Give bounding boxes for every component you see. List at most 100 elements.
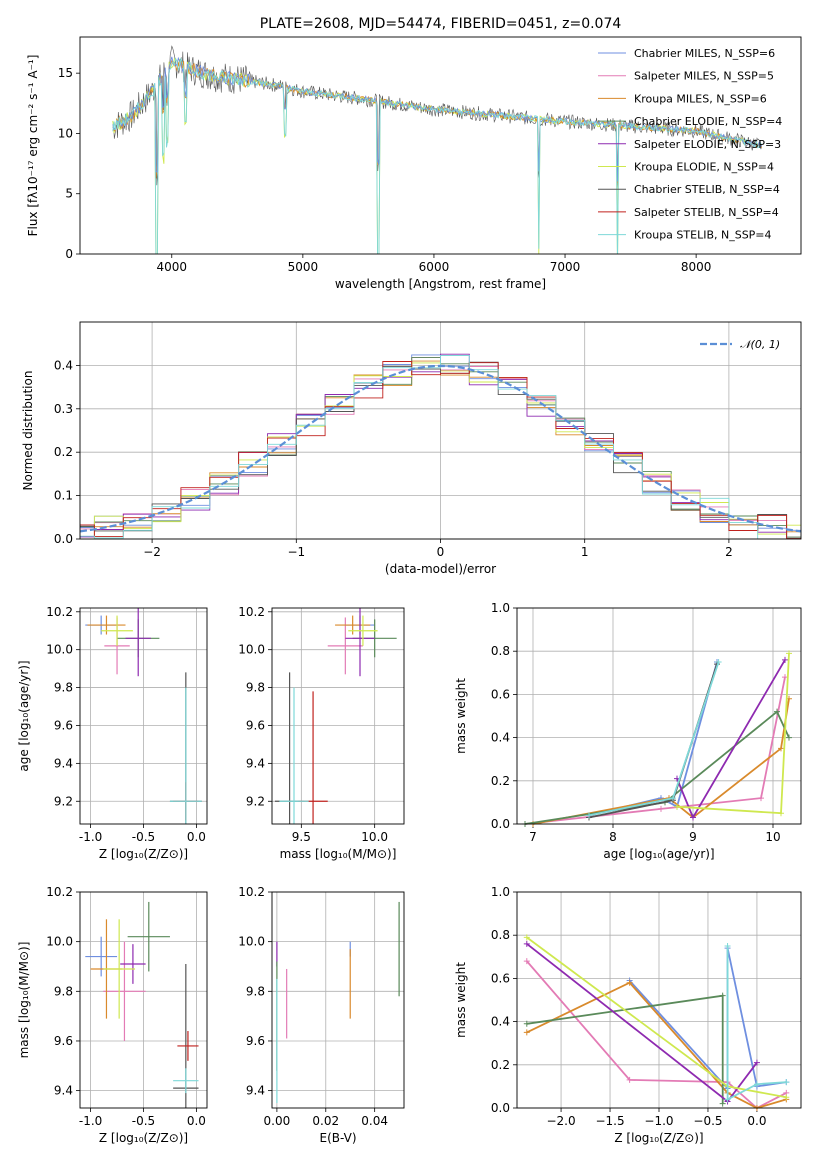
legend-label: Salpeter ELODIE, N_SSP=3 [634, 138, 781, 151]
legend-label: Salpeter MILES, N_SSP=5 [634, 70, 774, 83]
series-chabrier_stelib [588, 663, 718, 819]
x-tick-label: 0.0 [187, 1114, 206, 1128]
y-tick-label: 0.8 [491, 928, 510, 942]
y-tick-label: 9.8 [54, 681, 73, 695]
x-tick-label: −2.0 [546, 1114, 575, 1128]
age_vs_z-axes: -1.0 -0.5 0.0 9.2 9.4 9.6 9.8 10.0 10.2 Z [log₁₀(… [17, 605, 208, 861]
series-kroupa_elodie [526, 936, 787, 1099]
mass_vs_ebv-axes: 0.00 0.02 0.04 9.4 9.6 9.8 10.0 10.2 E(B-V) [238, 885, 405, 1145]
weight_vs_age-series [522, 650, 792, 827]
y-tick-label: 9.8 [246, 984, 265, 998]
marker-salpeter_elodie [782, 656, 788, 663]
y-tick-label: 9.8 [54, 984, 73, 998]
y-tick-label: 0.1 [54, 489, 73, 503]
spectrum-kroupa_stelib [112, 57, 763, 254]
x-tick-label: 9.5 [292, 830, 311, 844]
age_vs_mass-points [274, 608, 397, 824]
x-tick-label: 0.0 [187, 830, 206, 844]
y-tick-label: 0 [65, 247, 73, 261]
x-tick-label: −1.0 [644, 1114, 673, 1128]
y-tick-label: 9.6 [246, 1034, 265, 1048]
x-tick-label: 7000 [550, 260, 581, 274]
series-kroupa_stelib [726, 946, 787, 1101]
marker-chabrier_elodie [774, 708, 780, 715]
y-tick-label: 0.0 [491, 1101, 510, 1115]
residuals-axes: −2 −1 0 1 2 0.0 0.1 0.2 0.3 0.4 (data-model)/error… [21, 321, 802, 576]
x-tick-label: 7 [529, 830, 537, 844]
y-tick-label: 9.4 [246, 756, 265, 770]
marker-salpeter_elodie [690, 814, 696, 821]
marker-chabrier_elodie [523, 1020, 530, 1027]
y-tick-label: 10.2 [238, 605, 265, 619]
x-tick-label: 9 [689, 830, 697, 844]
y-tick-label: 10 [58, 126, 73, 140]
y-tick-label: 0.3 [54, 402, 73, 416]
y-tick-label: 1.0 [491, 885, 510, 899]
marker-kroupa_elodie [778, 810, 784, 817]
marker-salpeter_elodie [753, 1059, 760, 1066]
y-tick-label: 9.2 [246, 794, 265, 808]
y-tick-label: 0.2 [491, 774, 510, 788]
histograms [80, 353, 801, 539]
y-tick-label: 10.2 [238, 885, 265, 899]
weight_vs_z-series [523, 934, 790, 1111]
chart-title: PLATE=2608, MJD=54474, FIBERID=0451, z=0… [260, 16, 622, 32]
mass_vs_z-points [85, 901, 199, 1108]
y-tick-label: 5 [65, 187, 73, 201]
x-tick-label: 1 [581, 545, 589, 559]
axes-frame [271, 607, 405, 825]
y-tick-label: 10.0 [46, 643, 73, 657]
marker-kroupa_stelib [715, 659, 722, 665]
age_vs_z-points [85, 608, 202, 824]
axes-frame [79, 607, 208, 825]
x-tick-label: -1.0 [79, 830, 102, 844]
y-tick-label: 10.0 [46, 935, 73, 949]
y-tick-label: 0.2 [54, 445, 73, 459]
legend-label: Chabrier ELODIE, N_SSP=4 [634, 115, 782, 128]
x-tick-label: −2 [143, 545, 161, 559]
legend-label: 𝒩(0, 1) [740, 338, 780, 351]
x-axis-label: Z [log₁₀(Z/Z⊙)] [99, 847, 188, 861]
x-tick-label: 5000 [288, 260, 319, 274]
y-tick-label: 9.6 [246, 718, 265, 732]
marker-kroupa_elodie [674, 803, 680, 810]
y-tick-label: 0.0 [54, 532, 73, 546]
marker-kroupa_stelib [724, 943, 731, 949]
hist-salpeter_stelib [80, 361, 801, 539]
x-tick-label: 0.0 [747, 1114, 766, 1128]
x-tick-label: 10.0 [361, 830, 388, 844]
marker-kroupa_miles [523, 1029, 530, 1036]
axes-frame [516, 891, 802, 1109]
y-tick-label: 0.2 [491, 1058, 510, 1072]
marker-salpeter_elodie [523, 940, 530, 947]
y-axis-label: mass [log₁₀(M/M⊙)] [17, 942, 31, 1059]
marker-salpeter_miles [758, 795, 764, 802]
y-tick-label: 0.4 [54, 358, 73, 372]
y-tick-label: 10.0 [238, 643, 265, 657]
marker-kroupa_stelib [753, 1081, 760, 1088]
hist-kroupa_stelib [80, 355, 801, 539]
y-tick-label: 1.0 [491, 601, 510, 615]
x-axis-label: Z [log₁₀(Z/Z⊙)] [614, 1131, 703, 1145]
y-tick-label: 10.2 [46, 605, 73, 619]
marker-kroupa_miles [626, 979, 633, 986]
marker-kroupa_stelib [586, 812, 592, 819]
y-tick-label: 0.6 [491, 971, 510, 985]
y-tick-label: 9.6 [54, 1034, 73, 1048]
age_vs_mass-axes: 9.5 10.0 9.2 9.4 9.6 9.8 10.0 10.2 mass [log₁₀(M… [238, 605, 405, 861]
marker-kroupa_stelib [670, 795, 676, 802]
x-tick-label: −1 [287, 545, 305, 559]
x-tick-label: -0.5 [132, 1114, 155, 1128]
series-kroupa_stelib [588, 661, 720, 817]
x-tick-label: 2 [725, 545, 733, 559]
y-tick-label: 10.2 [46, 885, 73, 899]
x-tick-label: 8000 [681, 260, 712, 274]
axes-frame [516, 607, 802, 825]
marker-salpeter_miles [626, 1076, 633, 1083]
legend-label: Kroupa MILES, N_SSP=6 [634, 92, 767, 105]
y-tick-label: 15 [58, 66, 73, 80]
y-tick-label: 9.4 [246, 1084, 265, 1098]
mass_vs_z-axes: -1.0 -0.5 0.0 9.4 9.6 9.8 10.0 10.2 Z [log₁₀(Z/Z… [17, 885, 208, 1145]
x-tick-label: -1.0 [79, 1114, 102, 1128]
x-axis-label: wavelength [Angstrom, rest frame] [335, 277, 546, 291]
